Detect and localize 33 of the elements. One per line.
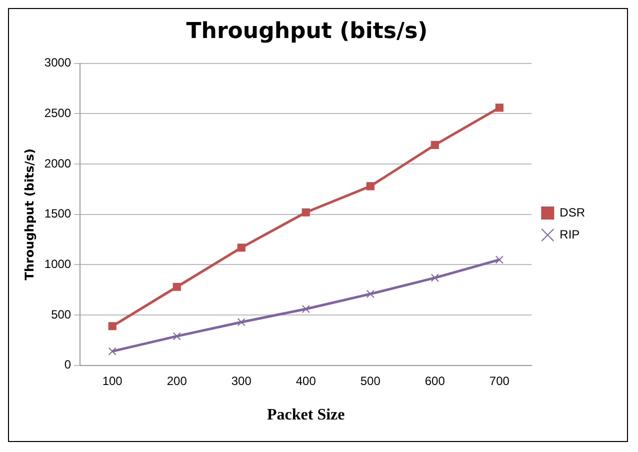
legend-label: DSR	[560, 205, 586, 220]
y-tick-label: 0	[64, 358, 72, 372]
chart-title: Throughput (bits/s)	[186, 18, 428, 44]
x-tick-label: 400	[296, 374, 316, 388]
point	[108, 322, 116, 330]
y-tick-label: 2000	[44, 156, 72, 170]
point	[172, 282, 181, 291]
point	[237, 244, 246, 252]
x-axis-title: Packet Size	[267, 406, 345, 424]
x-tick-label: 300	[231, 374, 252, 388]
point	[495, 256, 504, 264]
point	[302, 208, 310, 216]
point	[366, 290, 374, 298]
x-tick-label: 200	[166, 374, 188, 388]
y-tick-label: 3000	[44, 56, 72, 70]
x-tick-label: 700	[489, 374, 510, 388]
x-tick-label: 500	[360, 374, 381, 388]
x-tick-label: 600	[424, 374, 446, 388]
point	[430, 274, 439, 282]
y-axis-title: Throughput (bits/s)	[22, 148, 36, 280]
y-tick-label: 1000	[44, 257, 72, 272]
legend-label: RIP	[560, 227, 580, 242]
point	[495, 104, 504, 112]
y-tick-label: 2500	[44, 106, 72, 120]
point	[302, 304, 310, 314]
point	[172, 332, 181, 340]
y-tick-label: 500	[51, 307, 72, 322]
point	[108, 347, 116, 356]
point	[237, 318, 246, 326]
point	[366, 182, 374, 190]
x-tick-label: 100	[102, 374, 123, 388]
point	[430, 140, 439, 149]
y-tick-label: 1500	[44, 206, 72, 221]
